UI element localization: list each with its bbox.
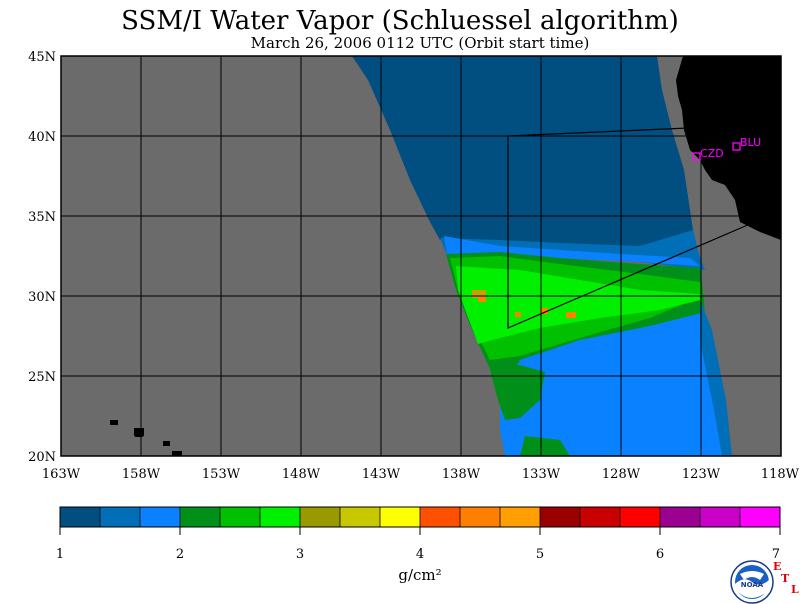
colorbar (59, 506, 781, 528)
chart-title: SSM/I Water Vapor (Schluessel algorithm) (121, 6, 679, 36)
chart-subtitle: March 26, 2006 0112 UTC (Orbit start tim… (250, 34, 590, 52)
colorbar-swatch (460, 507, 501, 527)
colorbar-swatch (100, 507, 141, 527)
map-frame (60, 55, 782, 457)
colorbar-tick-label: 6 (656, 547, 664, 562)
swath-mid-blue-edge (700, 300, 732, 456)
colorbar-tick-label: 1 (56, 547, 64, 562)
island (110, 420, 118, 425)
lat-tick-label: 30N (28, 290, 56, 305)
island (172, 451, 182, 456)
lat-tick-label: 45N (28, 50, 56, 65)
lon-tick-label: 158W (122, 467, 161, 482)
colorbar-swatch (660, 507, 701, 527)
colorbar-swatch (60, 507, 101, 527)
speckle (478, 297, 486, 302)
station-label-czd: CZD (700, 147, 724, 160)
etl-letter-t: T (781, 572, 790, 585)
colorbar-swatch (500, 507, 541, 527)
latitude-labels: 45N 40N 35N 30N 25N 20N (28, 50, 56, 465)
colorbar-swatch (220, 507, 261, 527)
station-label-blu: BLU (740, 136, 761, 149)
lon-tick-label: 133W (522, 467, 561, 482)
station-marker-blu (732, 142, 741, 151)
swath-green-bottom (520, 436, 570, 456)
lon-tick-label: 143W (362, 467, 401, 482)
colorbar-swatch (340, 507, 381, 527)
land-north-america (676, 56, 781, 240)
swath-layer (110, 56, 781, 456)
colorbar-unit-label: g/cm² (398, 566, 441, 584)
island (163, 441, 170, 446)
lon-tick-label: 153W (202, 467, 241, 482)
longitude-labels: 163W 158W 153W 148W 143W 138W 133W 128W 123W 118W (42, 467, 800, 482)
speckle (472, 290, 486, 298)
island (135, 431, 143, 437)
colorbar-swatch (700, 507, 741, 527)
colorbar-swatch (620, 507, 661, 527)
lon-tick-label: 123W (682, 467, 721, 482)
noaa-logo: NOAA (730, 560, 774, 604)
colorbar-ticks: 1 2 3 4 5 6 7 (56, 527, 781, 562)
lat-tick-label: 35N (28, 210, 56, 225)
speckle (540, 308, 548, 314)
colorbar-swatch (540, 507, 581, 527)
station-blu: BLU (732, 136, 761, 151)
lon-tick-label: 138W (442, 467, 481, 482)
lon-tick-label: 128W (602, 467, 641, 482)
station-czd: CZD (692, 147, 724, 161)
flight-track (507, 136, 751, 329)
colorbar-swatch (740, 507, 781, 527)
colorbar-swatch (180, 507, 221, 527)
colorbar-tick-label: 7 (772, 547, 780, 562)
colorbar-swatch (300, 507, 341, 527)
lat-tick-label: 20N (28, 450, 56, 465)
colorbar-tick-label: 4 (416, 547, 424, 562)
etl-letter-l: L (791, 583, 799, 596)
colorbar-tick-label: 5 (536, 547, 544, 562)
flight-track-north (507, 127, 689, 137)
map-grid (61, 56, 781, 456)
colorbar-swatch (260, 507, 301, 527)
colorbar-tick-label: 2 (176, 547, 184, 562)
lat-tick-label: 40N (28, 130, 56, 145)
lon-tick-label: 148W (282, 467, 321, 482)
swath-bright-blue-bottom (500, 312, 732, 456)
etl-letter-e: E (773, 560, 781, 573)
colorbar-tick-label: 3 (296, 547, 304, 562)
lon-tick-label: 118W (761, 467, 800, 482)
speckle (515, 312, 521, 317)
colorbar-swatch (140, 507, 181, 527)
colorbar-swatch (580, 507, 621, 527)
lat-tick-label: 25N (28, 370, 56, 385)
noaa-logo-text: NOAA (741, 581, 764, 589)
lon-tick-label: 163W (42, 467, 81, 482)
colorbar-swatch (380, 507, 421, 527)
speckle (566, 312, 576, 318)
colorbar-swatch (420, 507, 461, 527)
swath-green-patch (490, 365, 545, 420)
swath-bright-blue (444, 236, 700, 266)
station-marker-czd (692, 152, 701, 161)
swath-dark-blue (352, 56, 693, 248)
